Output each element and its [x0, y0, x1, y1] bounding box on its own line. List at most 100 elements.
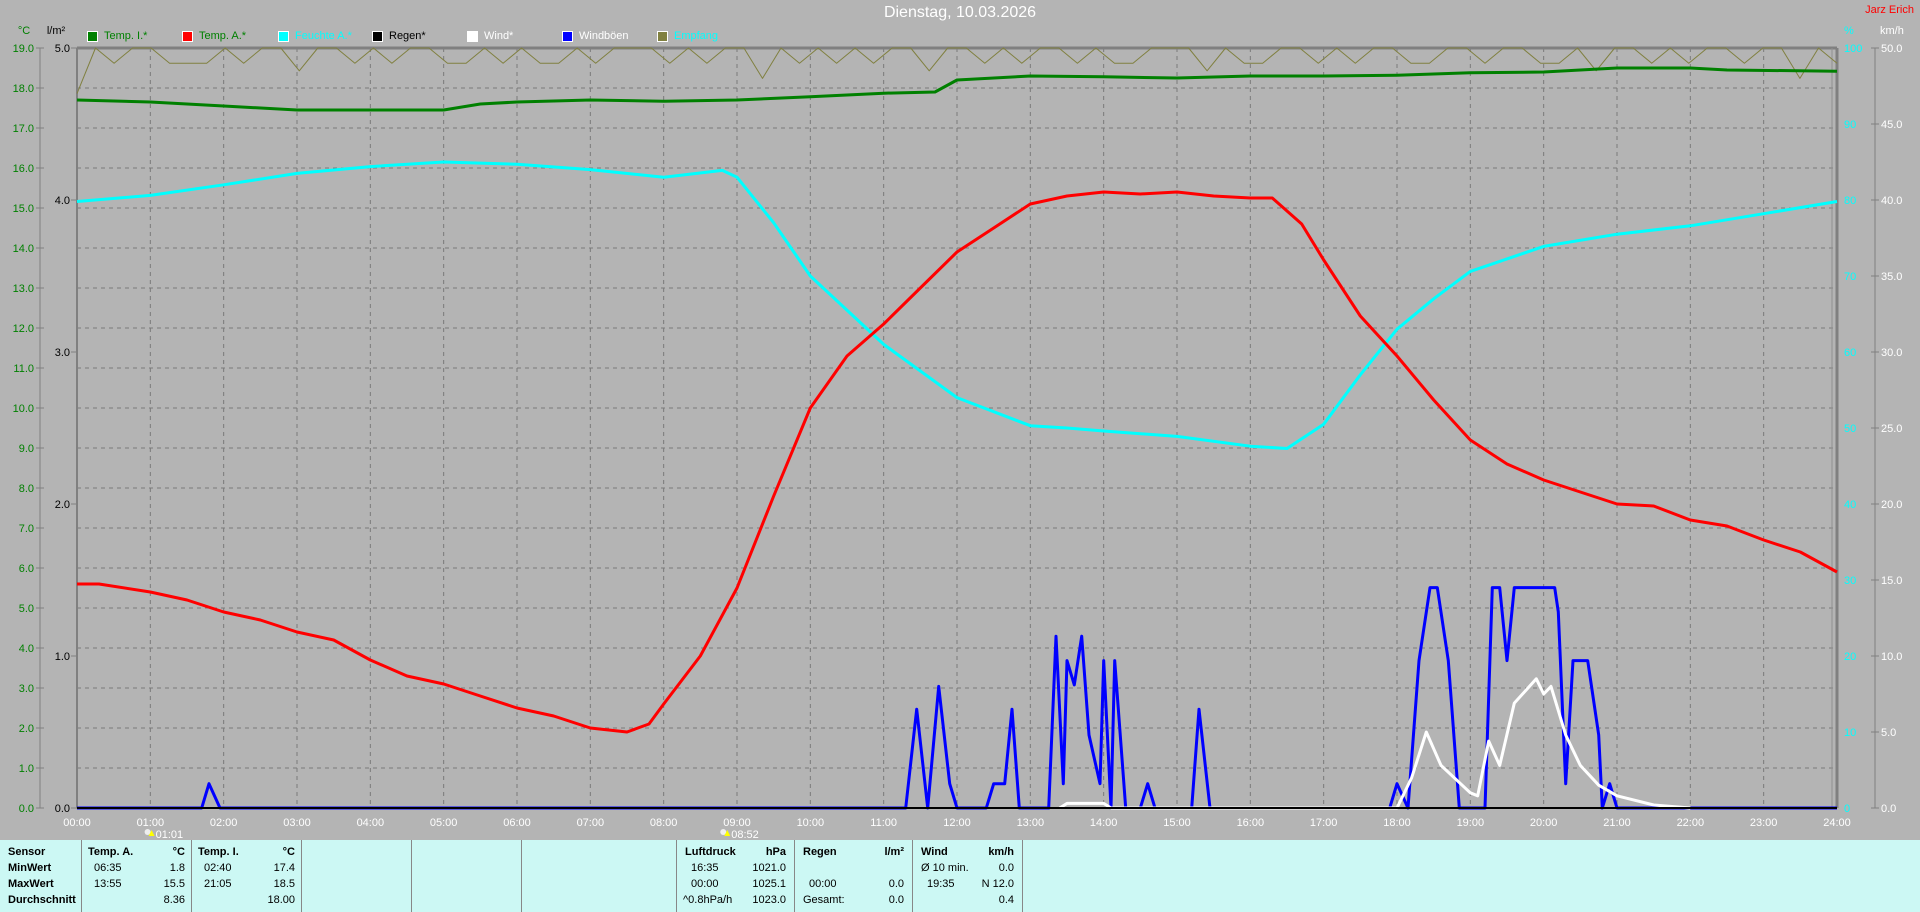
weather-chart: 0.0 1.0 2.0 3.0 4.0 5.0 6.0 7.0 8.0 9.0 10.0 11.0 12…: [13, 25, 1904, 840]
x-tick-label: 02:00: [210, 817, 238, 829]
humidity-tick-label: 90: [1844, 119, 1856, 131]
x-tick-label: 08:00: [650, 817, 678, 829]
legend-label: Windböen: [579, 30, 629, 42]
series-line-empfang: [76, 47, 1838, 94]
legend-item: Wind*: [467, 29, 513, 43]
total-label: Gesamt:: [803, 894, 845, 906]
series-line-feuchte-a-: [76, 160, 1838, 450]
min-time: 06:35: [94, 862, 122, 874]
row-label: Sensor: [8, 846, 46, 858]
legend-label: Feuchte A.*: [295, 30, 352, 42]
rain-tick-label: 4.0: [55, 195, 70, 207]
x-tick-label: 11:00: [870, 817, 897, 829]
rain-tick-label: 2.0: [55, 499, 70, 511]
avg-value: 18.00: [267, 894, 295, 906]
col-unit: km/h: [988, 846, 1014, 858]
max-time: 21:05: [204, 878, 232, 890]
temp-tick-label: 0.0: [19, 803, 34, 815]
avg-value: 0.4: [998, 894, 1014, 906]
humidity-tick-label: 20: [1844, 651, 1856, 663]
legend-item: Feuchte A.*: [278, 29, 352, 43]
x-tick-label: 21:00: [1603, 817, 1631, 829]
legend-swatch: [562, 30, 573, 42]
temp-tick-label: 1.0: [19, 763, 34, 775]
col-unit: hPa: [765, 846, 786, 858]
temp-tick-label: 3.0: [19, 683, 34, 695]
temp-tick-label: 7.0: [19, 523, 34, 535]
temp-tick-label: 17.0: [13, 123, 34, 135]
x-tick-label: 22:00: [1677, 817, 1705, 829]
legend-item: Windböen: [562, 29, 629, 43]
legend-item: Empfang: [657, 29, 718, 43]
col-header: Temp. I.: [198, 846, 239, 858]
col-header: Luftdruck: [685, 846, 736, 858]
x-tick-label: 16:00: [1237, 817, 1265, 829]
marker-time: 01:01: [156, 829, 184, 840]
max-time: 13:55: [94, 878, 122, 890]
legend-item: Regen*: [372, 29, 426, 43]
temp-tick-label: 16.0: [13, 163, 34, 175]
max-time: 19:35: [927, 878, 955, 890]
x-tick-label: 06:00: [503, 817, 531, 829]
series-line-wind-: [1058, 677, 1691, 810]
temp-tick-label: 11.0: [13, 363, 34, 375]
humidity-tick-label: 30: [1844, 575, 1856, 587]
temp-tick-label: 10.0: [13, 403, 34, 415]
min-time: 02:40: [204, 862, 232, 874]
avg-value: 1023.0: [752, 894, 786, 906]
x-tick-label: 00:00: [63, 817, 91, 829]
wind-tick-label: 45.0: [1881, 119, 1902, 131]
x-tick-label: 01:00: [137, 817, 165, 829]
temp-tick-label: 19.0: [13, 43, 34, 55]
wind-tick-label: 25.0: [1881, 423, 1902, 435]
humidity-tick-label: 50: [1844, 423, 1856, 435]
rain-column: Regen l/m² 00:00 0.0 Gesamt: 0.0: [795, 840, 913, 912]
temp-tick-label: 4.0: [19, 643, 34, 655]
temp-tick-label: 9.0: [19, 443, 34, 455]
legend-swatch: [372, 30, 383, 42]
temp-i-column: Temp. I. °C 02:40 17.4 21:05 18.5 18.00: [192, 840, 302, 912]
max-value: 0.0: [888, 878, 904, 890]
col-header: Wind: [921, 846, 948, 858]
temp-tick-label: 12.0: [13, 323, 34, 335]
x-tick-label: 10:00: [797, 817, 825, 829]
x-tick-label: 07:00: [577, 817, 605, 829]
min-value: 1.8: [169, 862, 185, 874]
avg-value: 8.36: [163, 894, 185, 906]
humidity-tick-label: 100: [1844, 43, 1862, 55]
series-line-temp-a-: [77, 190, 1838, 734]
legend-label: Temp. I.*: [104, 30, 148, 42]
temp-tick-label: 13.0: [13, 283, 34, 295]
min-value: 17.4: [273, 862, 295, 874]
wind-tick-label: 20.0: [1881, 499, 1902, 511]
temp-tick-label: 14.0: [13, 243, 34, 255]
temp-axis-unit: °C: [18, 25, 30, 37]
legend-item: Temp. I.*: [87, 29, 147, 43]
humidity-tick-label: 80: [1844, 195, 1856, 207]
col-unit: °C: [172, 846, 185, 858]
row-label-column: Sensor MinWert MaxWert Durchschnitt: [0, 840, 82, 912]
x-tick-label: 13:00: [1017, 817, 1045, 829]
wind-tick-label: 50.0: [1881, 43, 1902, 55]
temp-tick-label: 15.0: [13, 203, 34, 215]
legend-label: Temp. A.*: [199, 30, 247, 42]
min-time: 16:35: [691, 862, 719, 874]
rain-tick-label: 3.0: [55, 347, 70, 359]
station-owner: Jarz Erich: [1865, 4, 1914, 16]
max-value: 15.5: [163, 878, 185, 890]
temp-a-column: Temp. A. °C 06:35 1.8 13:55 15.5 8.36: [82, 840, 192, 912]
legend-swatch: [657, 30, 668, 42]
legend-label: Wind*: [484, 30, 514, 42]
moonset-arrow-icon: [724, 830, 731, 836]
max-value: 18.5: [273, 878, 295, 890]
x-tick-label: 20:00: [1530, 817, 1558, 829]
legend-label: Empfang: [674, 30, 719, 42]
marker-time: 08:52: [731, 829, 759, 840]
x-tick-label: 04:00: [357, 817, 385, 829]
row-label: Durchschnitt: [8, 894, 76, 906]
empty-column: [522, 840, 677, 912]
legend-swatch: [182, 30, 193, 42]
total-value: 0.0: [888, 894, 904, 906]
wind-tick-label: 15.0: [1881, 575, 1902, 587]
min-value: 1021.0: [752, 862, 786, 874]
